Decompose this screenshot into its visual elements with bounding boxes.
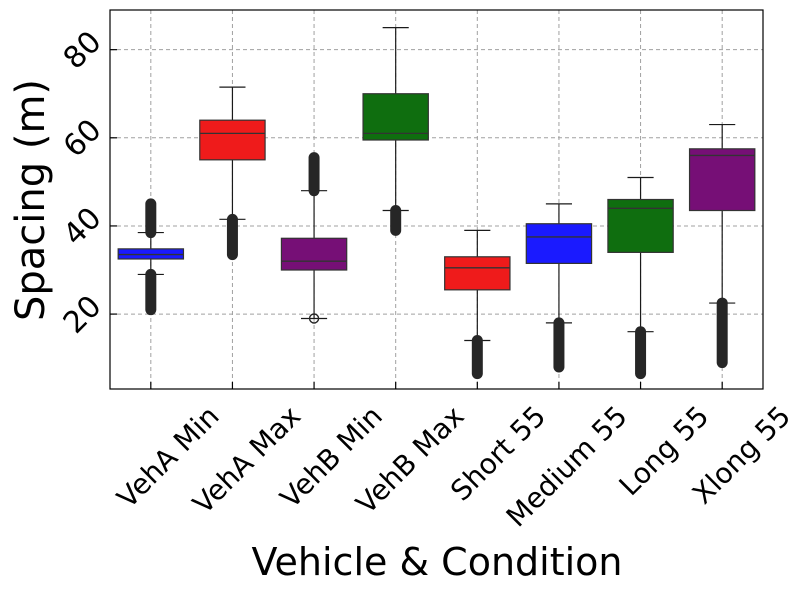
- box-group: [199, 86, 266, 261]
- box-group: [688, 123, 756, 369]
- y-tick-label: 60: [57, 113, 109, 165]
- y-tick-label: 40: [57, 201, 109, 253]
- box-group: [117, 198, 185, 316]
- box-group: [444, 229, 511, 380]
- box-iqr: [607, 198, 674, 253]
- box-group: [525, 203, 593, 373]
- box-layer: [117, 27, 756, 380]
- box-iqr: [525, 223, 593, 265]
- box-group: [362, 27, 429, 236]
- box-iqr: [199, 119, 266, 161]
- box-iqr: [280, 237, 348, 271]
- y-tick-label: 20: [57, 289, 109, 341]
- outlier-point: [308, 313, 320, 324]
- box-iqr: [117, 248, 185, 260]
- box-iqr: [688, 148, 756, 212]
- box-iqr: [444, 256, 511, 291]
- box-group: [607, 176, 674, 380]
- y-tick-label: 80: [57, 24, 109, 76]
- box-iqr: [362, 93, 429, 141]
- x-axis-label: Vehicle & Condition: [251, 540, 622, 584]
- y-axis-label: Spacing (m): [8, 79, 54, 321]
- box-group: [280, 152, 348, 320]
- plot-frame: [109, 9, 764, 390]
